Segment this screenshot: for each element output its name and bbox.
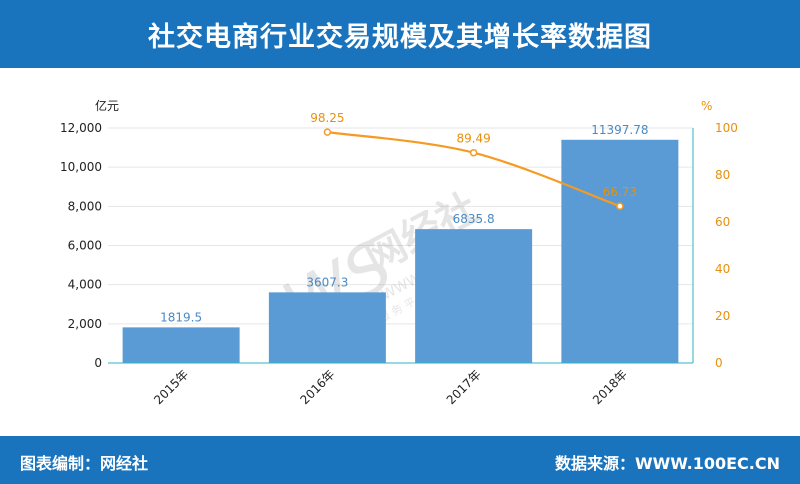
growth-point — [323, 128, 332, 136]
bar-value-label: 1819.5 — [160, 310, 202, 324]
y-right-tick-label: 100 — [715, 121, 738, 135]
y-left-tick-label: 6,000 — [68, 239, 102, 253]
page-title: 社交电商行业交易规模及其增长率数据图 — [148, 21, 652, 53]
growth-value-label: 98.25 — [310, 111, 344, 125]
footer-credit: 图表编制：网经社 — [20, 454, 149, 473]
footer: 图表编制：网经社 数据来源：WWW.100EC.CN — [0, 436, 800, 484]
footer-source: 数据来源：WWW.100EC.CN — [554, 454, 780, 473]
bar-value-label: 3607.3 — [306, 275, 348, 289]
line-series: 98.25 89.49 66.73 — [310, 111, 637, 210]
x-tick-label: 2015年 — [151, 367, 191, 407]
y-right-tick-label: 20 — [715, 309, 730, 323]
chart-area: WS 网经社 WWW.100EC.CN 网 络 经 济 服 务 平 台 1819… — [0, 68, 800, 436]
chart: WS 网经社 WWW.100EC.CN 网 络 经 济 服 务 平 台 1819… — [60, 98, 738, 407]
y-left-tick-label: 10,000 — [60, 160, 102, 174]
y-right-tick-label: 40 — [715, 262, 730, 276]
x-tick-label: 2016年 — [298, 367, 338, 407]
y-left-unit: 亿元 — [95, 98, 119, 113]
y-left-tick-label: 2,000 — [68, 317, 102, 331]
y-right-unit: % — [701, 99, 712, 113]
y-right-tick-label: 60 — [715, 215, 730, 229]
x-tick-label: 2017年 — [444, 367, 484, 407]
bar — [122, 327, 240, 363]
bar — [268, 292, 386, 363]
bar-value-label: 11397.78 — [591, 123, 648, 137]
y-left-tick-label: 12,000 — [60, 121, 102, 135]
x-tick-label: 2018年 — [590, 367, 630, 407]
bar — [415, 229, 533, 363]
growth-value-label: 89.49 — [456, 132, 490, 146]
y-left-tick-label: 0 — [94, 356, 102, 370]
y-left-tick-label: 8,000 — [68, 199, 102, 213]
header: 社交电商行业交易规模及其增长率数据图 — [0, 0, 800, 68]
growth-value-label: 66.73 — [603, 185, 637, 199]
y-right-tick-label: 80 — [715, 168, 730, 182]
bar-value-label: 6835.8 — [453, 212, 495, 226]
y-left-tick-label: 4,000 — [68, 278, 102, 292]
growth-point — [616, 202, 624, 210]
bar-series: 1819.5 3607.3 6835.8 11397.78 — [122, 123, 679, 363]
bar — [561, 139, 679, 363]
growth-point — [469, 148, 478, 157]
y-right-tick-label: 0 — [715, 356, 723, 370]
